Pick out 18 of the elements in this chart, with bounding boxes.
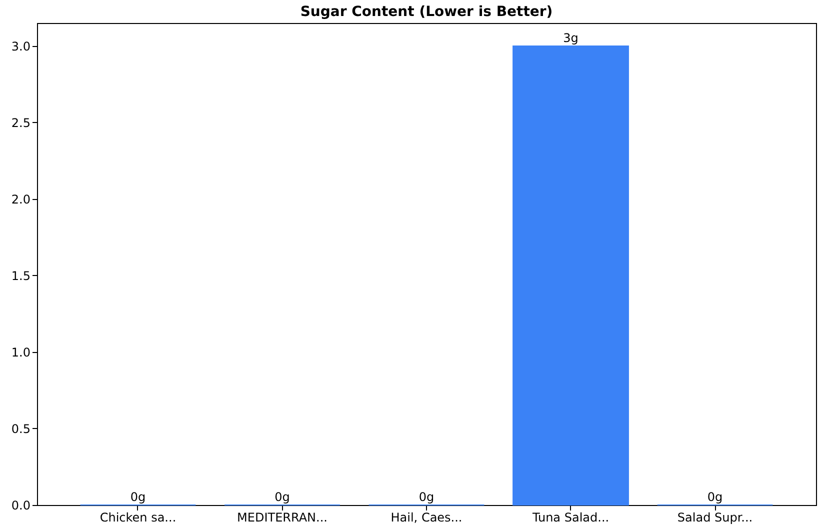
y-tick-label: 3.0 — [11, 39, 30, 54]
y-tick-label: 0.0 — [11, 498, 30, 512]
data-label: 3g — [563, 30, 578, 45]
x-tick-label: Salad Supr... — [677, 510, 753, 524]
y-tick-label: 0.5 — [11, 422, 30, 436]
x-tick-label: Chicken sa... — [100, 510, 176, 524]
data-label: 0g — [130, 490, 146, 504]
y-tick-label: 1.5 — [11, 268, 30, 283]
y-tick-label: 2.5 — [11, 116, 30, 130]
data-label: 0g — [418, 490, 434, 504]
y-tick-label: 2.0 — [11, 192, 30, 206]
x-tick-label: Hail, Caes... — [390, 510, 462, 524]
x-tick-label: MEDITERRAN... — [237, 510, 328, 524]
y-tick-label: 1.0 — [11, 345, 30, 360]
data-label: 0g — [274, 490, 290, 504]
x-tick-label: Tuna Salad... — [531, 510, 610, 524]
data-label: 0g — [707, 490, 723, 504]
chart-title: Sugar Content (Lower is Better) — [300, 4, 553, 20]
